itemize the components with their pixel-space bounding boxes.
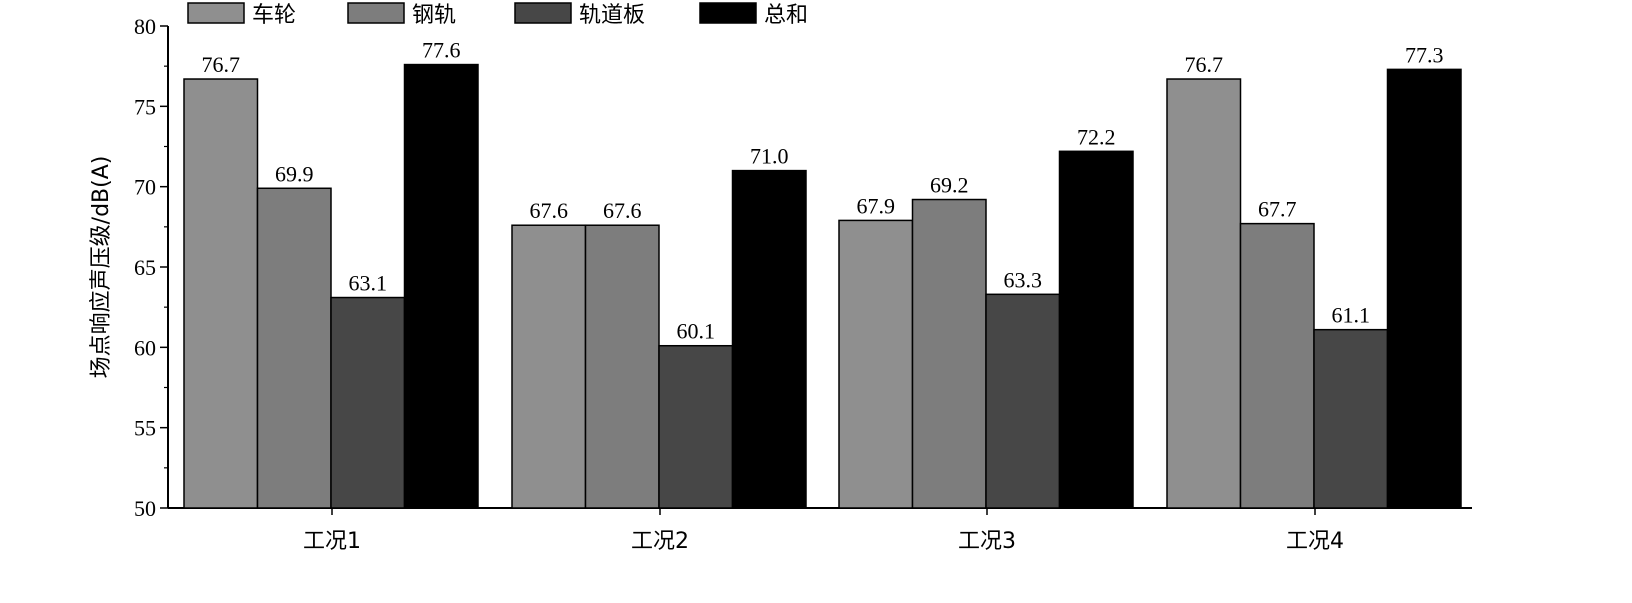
x-tick-label: 工况3 (958, 529, 1016, 554)
data-label: 63.1 (349, 271, 388, 296)
y-tick-label: 70 (134, 175, 156, 200)
bar (838, 219, 914, 509)
legend-swatch (347, 2, 405, 24)
bar (911, 198, 987, 509)
bar (330, 296, 406, 509)
data-label: 72.2 (1077, 124, 1116, 149)
data-label: 61.1 (1332, 303, 1371, 328)
y-tick-label: 50 (134, 496, 156, 521)
bar (403, 63, 479, 509)
data-label: 63.3 (1004, 267, 1043, 292)
bar (183, 78, 259, 509)
x-tick-label: 工况1 (303, 529, 361, 554)
data-label: 77.6 (422, 38, 461, 63)
data-label: 67.6 (603, 198, 642, 223)
data-label: 69.2 (930, 173, 969, 198)
y-tick-label: 65 (134, 255, 156, 280)
bar (1386, 68, 1462, 509)
bars-layer (183, 63, 1462, 509)
bar (1239, 222, 1315, 509)
bar (985, 293, 1061, 509)
data-label: 67.6 (530, 198, 569, 223)
bar (511, 224, 587, 509)
legend-label: 车轮 (252, 3, 296, 28)
bar (1313, 328, 1389, 509)
data-label: 71.0 (750, 144, 789, 169)
bar (1166, 78, 1242, 509)
y-axis: 50 55 60 65 70 75 80 (134, 14, 169, 521)
y-tick-label: 75 (134, 94, 156, 119)
x-axis: 工况1 工况2 工况3 工况4 (168, 507, 1472, 554)
value-labels-layer: 76.7 69.9 63.1 77.6 67.6 67.6 60.1 71.0 67.9 69.2… (202, 38, 1444, 344)
y-tick-label: 80 (134, 14, 156, 39)
bar (256, 187, 332, 509)
y-tick-label: 60 (134, 335, 156, 360)
data-label: 76.7 (1185, 52, 1224, 77)
bar (584, 224, 660, 509)
data-label: 67.7 (1258, 197, 1297, 222)
bar (658, 344, 734, 509)
data-label: 69.9 (275, 161, 314, 186)
y-axis-title: 场点响应声压级/dB(A) (89, 156, 114, 379)
bar (731, 169, 807, 509)
x-tick-label: 工况2 (631, 529, 689, 554)
data-label: 60.1 (677, 319, 716, 344)
legend-label: 钢轨 (412, 3, 456, 28)
legend-label: 总和 (764, 3, 808, 28)
legend: 车轮 钢轨 轨道板 总和 (187, 2, 808, 28)
data-label: 67.9 (857, 193, 896, 218)
data-label: 77.3 (1405, 42, 1444, 67)
legend-swatch (514, 2, 572, 24)
bar (1058, 150, 1134, 509)
y-tick-label: 55 (134, 416, 156, 441)
legend-swatch (699, 2, 757, 24)
legend-label: 轨道板 (579, 3, 645, 28)
legend-swatch (187, 2, 245, 24)
data-label: 76.7 (202, 52, 241, 77)
x-tick-label: 工况4 (1286, 529, 1344, 554)
